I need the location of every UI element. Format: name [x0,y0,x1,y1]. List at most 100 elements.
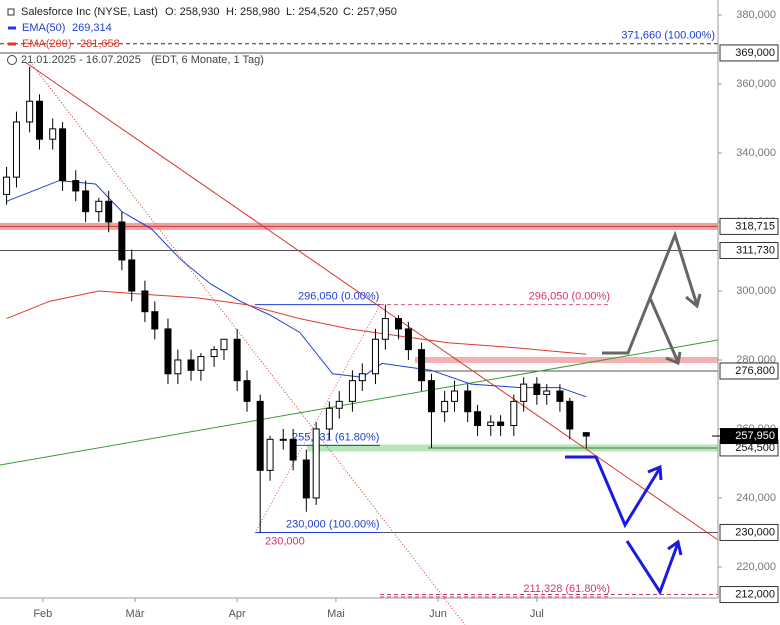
candle-body [566,400,574,430]
arrow-head [647,464,663,481]
period-note: (EDT, 6 Monate, 1 Tag) [151,54,264,66]
candle-body [395,318,403,330]
level-box [719,586,779,604]
candle-body [164,328,172,375]
annotation: 230,000 (100.00%) [286,518,380,530]
legend-swatch [8,42,16,46]
candle-body [474,411,482,427]
x-tick-label: Apr [229,608,246,620]
candle-body [289,438,297,461]
level-box [719,217,779,235]
quote-open: O: 258,930 [165,6,219,18]
arrow-head [665,351,682,366]
candle-body [233,338,241,382]
y-tick-label: 240,000 [736,492,776,504]
candle-body [243,380,251,402]
candle-body [520,383,528,402]
annotation: 211,328 (61.80%) [523,583,610,595]
candle-body [325,407,333,430]
y-tick-label: 360,000 [736,78,776,90]
candle-body [59,128,67,182]
candle-body [105,200,113,223]
scenario-arrow [648,230,699,306]
level-box [719,242,779,260]
candle-body [348,380,356,402]
candle-body [12,121,20,178]
level-box [719,523,779,541]
scenario-arrow [625,540,680,596]
level-label: 254,500 [735,442,775,454]
candle-body [302,459,310,499]
annotation: 371,660 (100.00%) [621,30,715,42]
legend-name: EMA(200) [22,38,72,50]
x-tick-label: Jun [429,608,447,620]
candle-body [151,311,159,330]
level-box [719,362,779,380]
candle-body [256,400,264,471]
candle-body [543,390,551,395]
arrow-head [685,293,702,309]
last-price-box [720,428,778,445]
last-price-label: 257,950 [735,430,775,442]
candle-body [312,428,320,499]
candle-body [497,421,505,427]
x-tick-label: Feb [33,608,52,620]
level-label: 369,000 [735,47,775,59]
legend-value: 269,314 [72,22,112,34]
x-tick-label: Jul [530,608,544,620]
y-tick-label: 340,000 [736,147,776,159]
candle-body [335,400,343,409]
candle-body [141,290,149,313]
candle-body [197,356,205,371]
candle-body [464,390,472,413]
candle-body [487,421,495,427]
clock-icon [7,55,17,65]
x-tick-label: Mai [327,608,345,620]
ema-line [6,290,587,355]
candle-body [427,380,435,413]
candle-body [210,349,218,358]
candle-body [266,438,274,471]
candle-body [441,400,449,413]
candle-body [404,328,412,351]
candle-body [3,176,11,195]
candle-body [187,359,195,371]
candle-body [82,190,90,213]
candle-body [49,128,57,140]
collapse-icon[interactable] [7,8,15,16]
arrow-head [667,539,683,556]
level-box [719,44,779,62]
candle-body [128,259,136,292]
resistance-zone [415,356,718,363]
level-label: 212,000 [735,588,775,600]
legend-swatch [8,26,16,30]
candle-body [36,100,44,140]
trend-line [0,339,719,466]
y-tick-label: 300,000 [736,285,776,297]
fib-line [254,304,381,534]
scenario-arrow [602,294,680,363]
quote-low: L: 254,520 [286,6,338,18]
candle-body [279,438,287,441]
legend-name: EMA(50) [22,22,65,34]
candle-body [510,400,518,427]
level-label: 276,800 [735,365,775,377]
candle-body [381,318,389,340]
annotation: 230,000 [265,535,305,547]
scenario-arrow [565,455,662,529]
ema-line [6,180,587,398]
candle-body [118,221,126,261]
candle-body [371,338,379,375]
candle-body [358,373,366,382]
y-tick-label: 380,000 [736,9,776,21]
annotation: 296,050 (0.00%) [298,291,379,303]
candle-body [95,200,103,213]
annotation: 255,231 (61.80%) [292,431,379,443]
chart-title: Salesforce Inc (NYSE, Last) [21,6,158,18]
annotation: 296,050 (0.00%) [529,291,610,303]
candle-body [582,432,590,437]
candle-body [418,349,426,382]
candle-body [556,390,564,402]
